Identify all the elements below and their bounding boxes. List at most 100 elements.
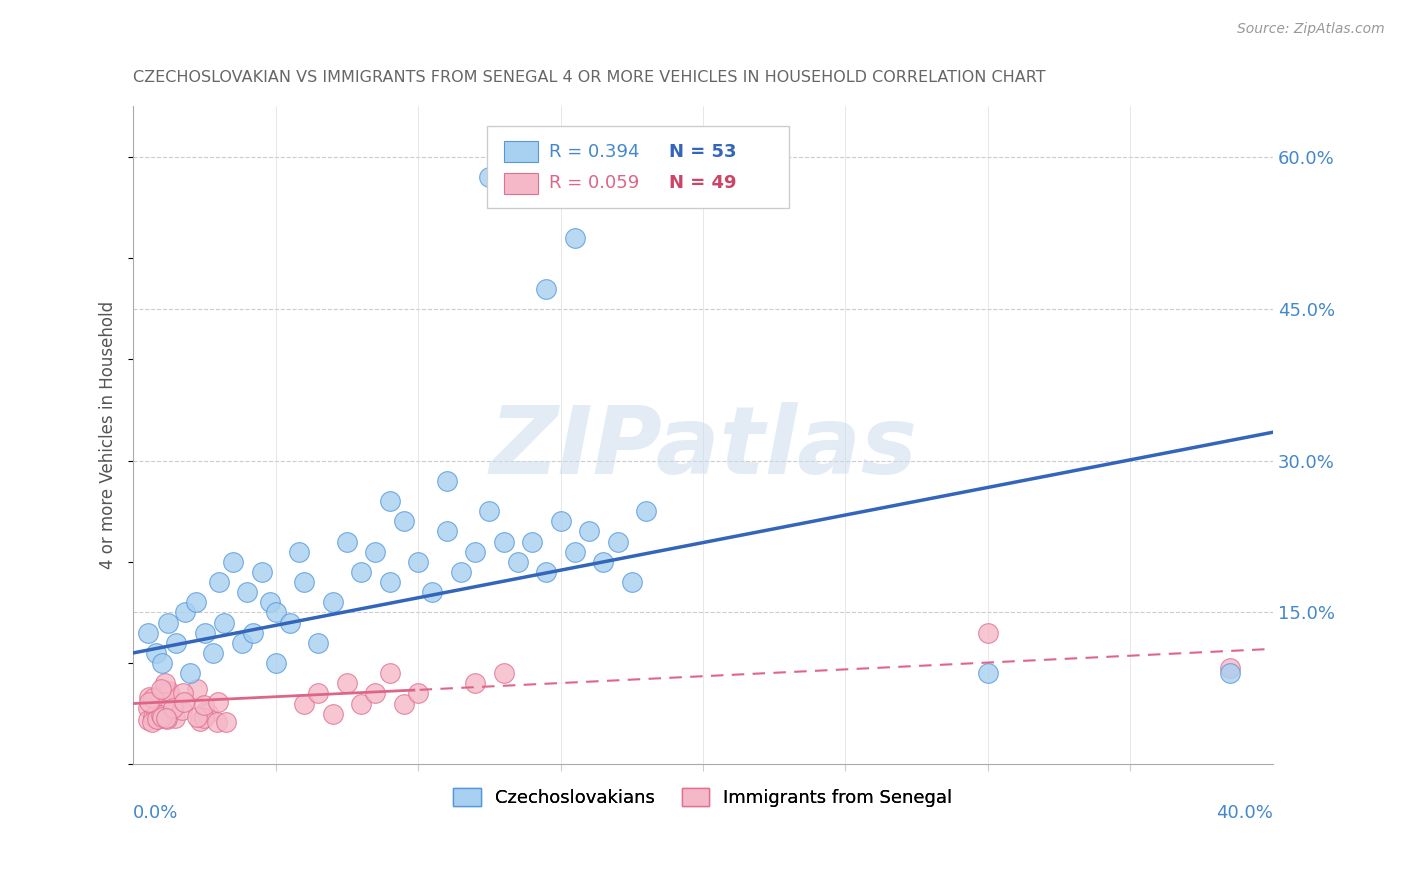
Point <box>149 707 172 722</box>
Point <box>378 575 401 590</box>
Point <box>264 606 287 620</box>
Point <box>156 615 179 630</box>
Point <box>179 666 201 681</box>
Point <box>1219 661 1241 675</box>
Point <box>977 625 1000 640</box>
Point <box>152 695 174 709</box>
Text: R = 0.394: R = 0.394 <box>550 143 640 161</box>
Point <box>550 514 572 528</box>
Point <box>536 565 558 579</box>
Point <box>142 710 165 724</box>
Point <box>322 706 344 721</box>
Point <box>564 231 586 245</box>
Point <box>145 712 167 726</box>
Point <box>157 684 180 698</box>
Point <box>406 555 429 569</box>
Point <box>250 565 273 579</box>
Point <box>193 625 215 640</box>
Point <box>322 595 344 609</box>
Point <box>188 714 211 729</box>
Point <box>636 504 658 518</box>
Point <box>478 170 501 185</box>
Point <box>392 697 415 711</box>
Point <box>184 595 207 609</box>
Point <box>231 636 253 650</box>
Point <box>136 701 159 715</box>
Point <box>141 714 163 729</box>
Point <box>450 565 472 579</box>
Text: N = 49: N = 49 <box>669 174 737 193</box>
Point <box>406 686 429 700</box>
Point <box>145 646 167 660</box>
Point <box>492 534 515 549</box>
Point <box>165 636 187 650</box>
Point <box>208 575 231 590</box>
FancyBboxPatch shape <box>503 141 538 162</box>
Point <box>153 675 176 690</box>
Point <box>378 494 401 508</box>
Point <box>520 534 543 549</box>
Point <box>1219 666 1241 681</box>
Point <box>214 615 236 630</box>
Point <box>150 684 173 698</box>
Point <box>606 534 628 549</box>
Point <box>506 555 529 569</box>
Point <box>364 544 387 558</box>
Point <box>155 713 177 727</box>
Text: 0.0%: 0.0% <box>134 804 179 822</box>
Point <box>163 711 186 725</box>
Point <box>336 534 359 549</box>
Point <box>202 646 225 660</box>
Point <box>422 585 444 599</box>
Point <box>308 686 330 700</box>
FancyBboxPatch shape <box>486 126 789 209</box>
Point <box>259 595 281 609</box>
Point <box>173 695 195 709</box>
Point <box>292 697 315 711</box>
Point <box>173 606 195 620</box>
Point <box>308 636 330 650</box>
Point <box>350 565 373 579</box>
Point <box>364 686 387 700</box>
Point <box>157 686 180 700</box>
Point <box>564 544 586 558</box>
Point <box>197 706 219 721</box>
Point <box>146 712 169 726</box>
Point <box>215 714 238 729</box>
Legend: Czechoslovakians, Immigrants from Senegal: Czechoslovakians, Immigrants from Senega… <box>446 780 960 814</box>
Point <box>136 625 159 640</box>
Point <box>142 690 165 705</box>
Point <box>336 676 359 690</box>
Point <box>194 705 217 719</box>
Point <box>193 698 215 712</box>
Point <box>150 681 173 696</box>
Point <box>392 514 415 528</box>
Point <box>436 524 458 539</box>
Point <box>193 711 215 725</box>
Point <box>492 666 515 681</box>
Point <box>172 686 194 700</box>
Text: 40.0%: 40.0% <box>1216 804 1272 822</box>
Point <box>136 714 159 728</box>
Text: R = 0.059: R = 0.059 <box>550 174 640 193</box>
Y-axis label: 4 or more Vehicles in Household: 4 or more Vehicles in Household <box>100 301 117 569</box>
Text: N = 53: N = 53 <box>669 143 737 161</box>
Point <box>578 524 600 539</box>
Point <box>145 707 167 722</box>
Point <box>207 695 229 709</box>
Text: Source: ZipAtlas.com: Source: ZipAtlas.com <box>1237 22 1385 37</box>
Point <box>138 690 160 705</box>
Point <box>536 281 558 295</box>
Point <box>478 504 501 518</box>
Point <box>138 695 160 709</box>
Point <box>222 555 245 569</box>
Point <box>464 676 486 690</box>
Point <box>264 656 287 670</box>
Point <box>155 711 177 725</box>
Point <box>592 555 614 569</box>
Point <box>205 714 228 729</box>
Point <box>977 666 1000 681</box>
Point <box>150 710 173 724</box>
Point <box>162 700 184 714</box>
Point <box>236 585 259 599</box>
